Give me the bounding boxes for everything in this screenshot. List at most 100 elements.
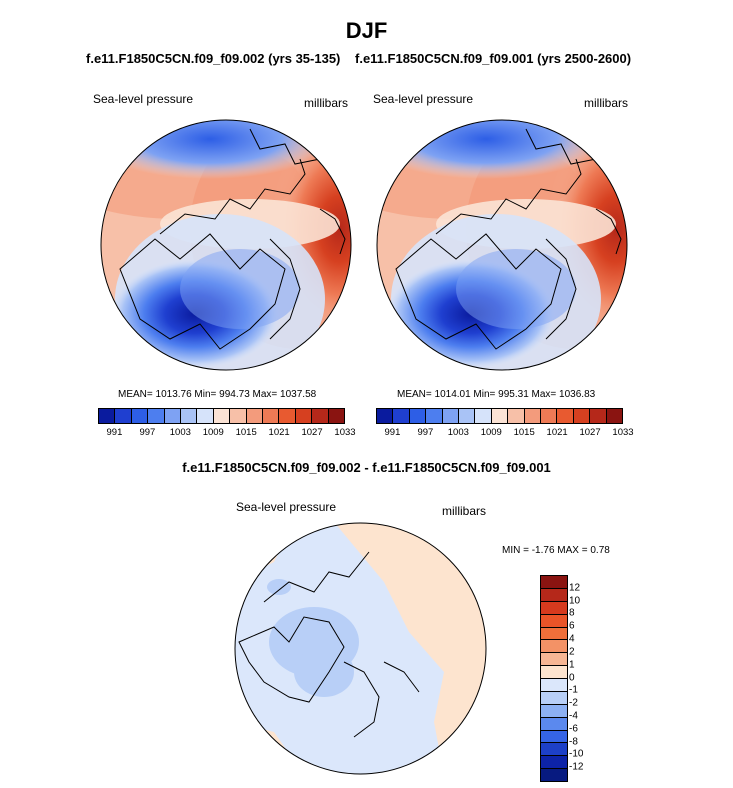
colorbar-swatch xyxy=(491,409,509,423)
colorbar-swatch xyxy=(99,409,116,423)
colorbar-swatch xyxy=(295,409,313,423)
colorbar-tick-label: 1003 xyxy=(169,427,191,438)
panel1-colorbar-swatches xyxy=(98,408,345,424)
colorbar-swatch xyxy=(541,640,567,654)
colorbar-tick-label: -10 xyxy=(569,748,584,760)
colorbar-swatch xyxy=(541,743,567,757)
colorbar-tick-label: 2 xyxy=(569,646,575,658)
colorbar-swatch xyxy=(541,601,567,615)
colorbar-tick-label: 1033 xyxy=(612,427,634,438)
colorbar-swatch xyxy=(442,409,460,423)
panel2-colorbar-labels: 991 997 1003 1009 1015 1021 1027 1033 xyxy=(376,427,634,441)
colorbar-swatch xyxy=(393,409,410,423)
panel1-case-title: f.e11.F1850C5CN.f09_f09.002 (yrs 35-135) xyxy=(86,51,341,66)
main-title: DJF xyxy=(345,18,388,43)
colorbar-tick-label: 1033 xyxy=(334,427,356,438)
colorbar-swatch xyxy=(230,409,247,423)
colorbar-swatch xyxy=(541,691,567,705)
colorbar-swatch xyxy=(181,409,198,423)
colorbar-swatch xyxy=(131,409,149,423)
colorbar-tick-label: 12 xyxy=(569,582,581,594)
colorbar-swatch xyxy=(606,409,623,423)
colorbar-swatch xyxy=(409,409,427,423)
colorbar-tick-label: 1003 xyxy=(447,427,469,438)
difference-polar-map xyxy=(234,522,487,775)
colorbar-tick-label: -8 xyxy=(569,736,578,748)
colorbar-tick-label: -12 xyxy=(569,761,584,773)
panel1-stats: MEAN= 1013.76 Min= 994.73 Max= 1037.58 xyxy=(118,389,317,400)
colorbar-swatch xyxy=(459,409,476,423)
colorbar-swatch xyxy=(590,409,607,423)
colorbar-swatch xyxy=(148,409,165,423)
colorbar-swatch xyxy=(508,409,525,423)
colorbar-swatch xyxy=(164,409,182,423)
difference-units-label: millibars xyxy=(442,504,487,518)
colorbar-tick-label: 997 xyxy=(417,427,434,438)
colorbar-tick-label: -2 xyxy=(569,697,578,709)
colorbar-tick-label: 1027 xyxy=(301,427,323,438)
colorbar-swatch xyxy=(426,409,443,423)
colorbar-swatch xyxy=(475,409,492,423)
difference-title: f.e11.F1850C5CN.f09_f09.002 - f.e11.F185… xyxy=(182,460,551,475)
colorbar-swatch xyxy=(213,409,231,423)
colorbar-swatch xyxy=(246,409,264,423)
difference-colorbar-labels: 12 10 8 6 4 2 1 0 -1 -2 -4 -6 -8 -10 -12 xyxy=(569,575,599,780)
panel2-units-label: millibars xyxy=(584,96,629,110)
colorbar-tick-label: 8 xyxy=(569,607,575,619)
colorbar-tick-label: -6 xyxy=(569,723,578,735)
panel1-colorbar: 991 997 1003 1009 1015 1021 1027 1033 xyxy=(98,408,356,441)
panel1-variable-label: Sea-level pressure xyxy=(93,92,194,106)
colorbar-tick-label: -4 xyxy=(569,710,578,722)
panel1-units-label: millibars xyxy=(304,96,349,110)
difference-colorbar xyxy=(540,575,568,782)
colorbar-swatch xyxy=(541,653,567,667)
colorbar-swatch xyxy=(541,614,567,628)
difference-stats: MIN = -1.76 MAX = 0.78 xyxy=(502,545,610,556)
colorbar-swatch xyxy=(541,588,567,602)
colorbar-swatch xyxy=(115,409,132,423)
colorbar-tick-label: 6 xyxy=(569,620,575,632)
colorbar-tick-label: 0 xyxy=(569,672,575,683)
colorbar-tick-label: 1021 xyxy=(268,427,290,438)
colorbar-swatch xyxy=(524,409,542,423)
colorbar-swatch xyxy=(263,409,280,423)
panel2-polar-map xyxy=(376,119,628,371)
colorbar-swatch xyxy=(197,409,214,423)
colorbar-tick-label: 1009 xyxy=(480,427,502,438)
colorbar-swatch xyxy=(541,627,567,641)
colorbar-swatch xyxy=(541,730,567,744)
colorbar-tick-label: 1021 xyxy=(546,427,568,438)
colorbar-tick-label: 1015 xyxy=(513,427,535,438)
colorbar-tick-label: 10 xyxy=(569,595,581,607)
colorbar-swatch xyxy=(541,704,567,718)
difference-colorbar-swatches xyxy=(540,575,568,782)
colorbar-swatch xyxy=(541,679,567,692)
colorbar-tick-label: 991 xyxy=(106,427,123,438)
colorbar-swatch xyxy=(328,409,345,423)
panel2-variable-label: Sea-level pressure xyxy=(373,92,474,106)
colorbar-swatch xyxy=(312,409,329,423)
colorbar-swatch xyxy=(541,576,567,589)
colorbar-swatch xyxy=(573,409,591,423)
colorbar-tick-label: 1027 xyxy=(579,427,601,438)
colorbar-tick-label: 1009 xyxy=(202,427,224,438)
colorbar-swatch xyxy=(541,717,567,731)
colorbar-tick-label: 997 xyxy=(139,427,156,438)
colorbar-swatch xyxy=(541,756,567,770)
colorbar-swatch xyxy=(557,409,574,423)
panel2-stats: MEAN= 1014.01 Min= 995.31 Max= 1036.83 xyxy=(397,389,596,400)
panel1-polar-map xyxy=(100,119,352,371)
colorbar-tick-label: -1 xyxy=(569,684,578,696)
colorbar-swatch xyxy=(541,769,567,781)
panel1-colorbar-labels: 991 997 1003 1009 1015 1021 1027 1033 xyxy=(98,427,356,441)
colorbar-swatch xyxy=(377,409,394,423)
colorbar-tick-label: 1 xyxy=(569,659,575,671)
colorbar-swatch xyxy=(541,666,567,679)
panel2-colorbar-swatches xyxy=(376,408,623,424)
colorbar-swatch xyxy=(279,409,296,423)
colorbar-tick-label: 991 xyxy=(384,427,401,438)
colorbar-tick-label: 4 xyxy=(569,633,575,645)
colorbar-tick-label: 1015 xyxy=(235,427,257,438)
colorbar-swatch xyxy=(541,409,558,423)
panel2-case-title: f.e11.F1850C5CN.f09_f09.001 (yrs 2500-26… xyxy=(355,51,632,66)
